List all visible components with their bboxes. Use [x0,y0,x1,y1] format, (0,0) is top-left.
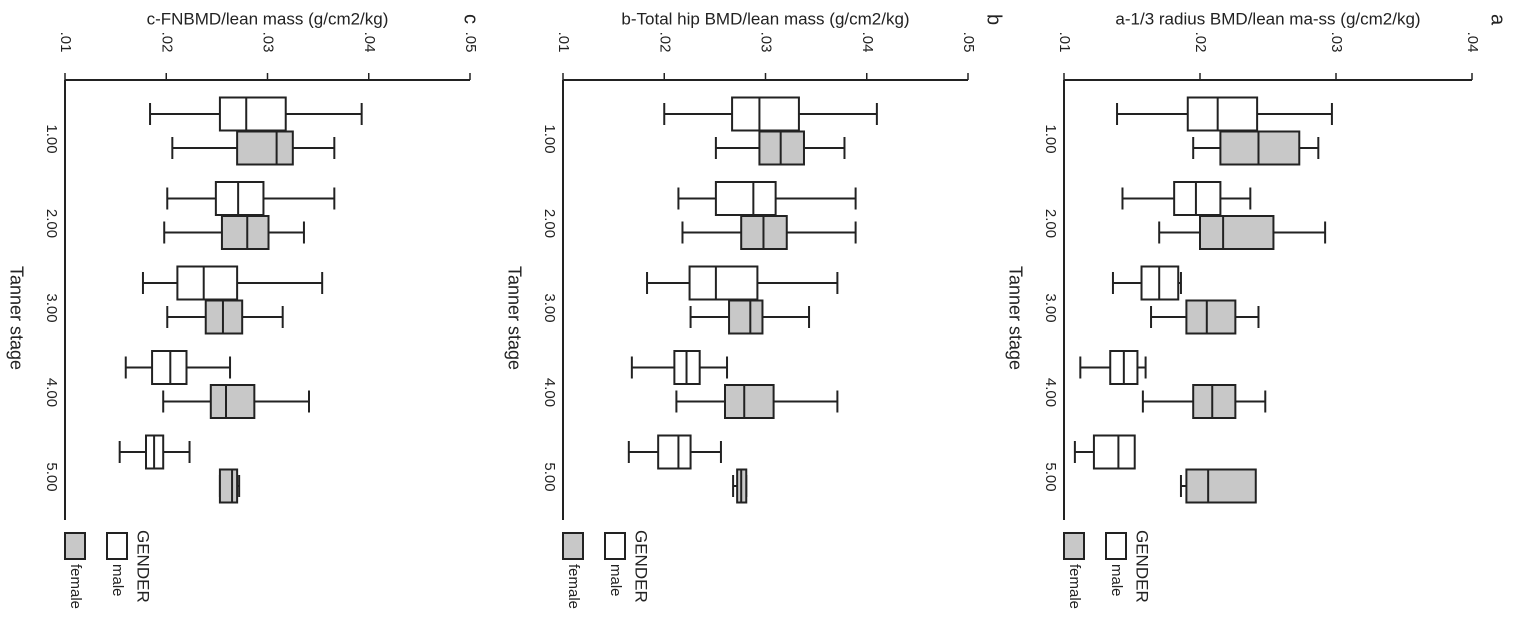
legend-swatch [562,532,584,560]
legend-label: female [565,564,582,609]
x-tick-label: 4.00 [541,378,558,407]
y-tick-label: .01 [555,32,572,53]
box [214,181,265,216]
box [758,130,805,166]
y-tick-label: .01 [57,32,74,53]
box [1185,299,1237,335]
y-tick-label: .02 [1192,32,1209,53]
legend-label: female [1066,564,1083,609]
y-tick-label: .02 [158,32,175,53]
legend-title: GENDER [632,530,651,603]
legend-label: male [109,564,126,597]
box [151,350,188,385]
y-tick-label: .03 [1328,32,1345,53]
y-tick-label: .01 [1056,32,1073,53]
box [657,434,692,470]
legend-swatch [1105,532,1127,560]
y-tick-label: .02 [656,32,673,53]
x-tick-label: 4.00 [1042,378,1059,407]
x-axis-label: Tanner stage [504,266,524,370]
box [1192,384,1237,419]
x-tick-label: 5.00 [1042,462,1059,491]
x-tick-label: 2.00 [43,209,60,238]
box [1185,468,1257,504]
box [724,384,775,419]
y-tick-label: .03 [758,32,775,53]
box [1219,130,1301,166]
x-tick-label: 3.00 [541,293,558,322]
y-tick-label: .05 [462,32,479,53]
panel-label: b [983,14,1005,25]
x-tick-label: 2.00 [1042,209,1059,238]
box [731,96,800,132]
box [728,299,764,335]
x-tick-label: 2.00 [541,209,558,238]
box [236,130,294,166]
box [176,265,239,301]
box [688,265,759,301]
legend-swatch [106,532,128,560]
y-tick-label: .04 [361,32,378,53]
box [714,181,777,216]
x-axis-label: Tanner stage [1005,266,1025,370]
x-tick-label: 1.00 [541,124,558,153]
x-tick-label: 1.00 [1042,124,1059,153]
box [1092,434,1136,470]
x-tick-label: 3.00 [43,293,60,322]
box [220,215,270,250]
legend-label: female [67,564,84,609]
legend-label: male [1108,564,1125,597]
box [218,468,239,504]
x-tick-label: 5.00 [541,462,558,491]
x-tick-label: 3.00 [1042,293,1059,322]
x-tick-label: 5.00 [43,462,60,491]
legend-swatch [1063,532,1085,560]
legend-title: GENDER [134,530,153,603]
panel-title: c-FNBMD/lean mass (g/cm2/kg) [147,9,389,28]
x-tick-label: 4.00 [43,378,60,407]
legend-swatch [604,532,626,560]
box [1186,96,1259,132]
y-tick-label: .03 [260,32,277,53]
legend-swatch [64,532,86,560]
y-tick-label: .04 [859,32,876,53]
legend-label: male [607,564,624,597]
box [1199,215,1275,250]
y-tick-label: .05 [960,32,977,53]
box [204,299,244,335]
y-tick-label: .04 [1464,32,1481,53]
box [218,96,287,132]
legend-title: GENDER [1133,530,1152,603]
x-axis-label: Tanner stage [6,266,26,370]
panel-title: b-Total hip BMD/lean mass (g/cm2/kg) [621,9,909,28]
panel-title: a-1/3 radius BMD/lean ma-ss (g/cm2/kg) [1115,9,1420,28]
panel-label: c [460,14,482,24]
x-tick-label: 1.00 [43,124,60,153]
box [209,384,256,419]
box [1173,181,1222,216]
panel-label: a [1487,14,1509,26]
